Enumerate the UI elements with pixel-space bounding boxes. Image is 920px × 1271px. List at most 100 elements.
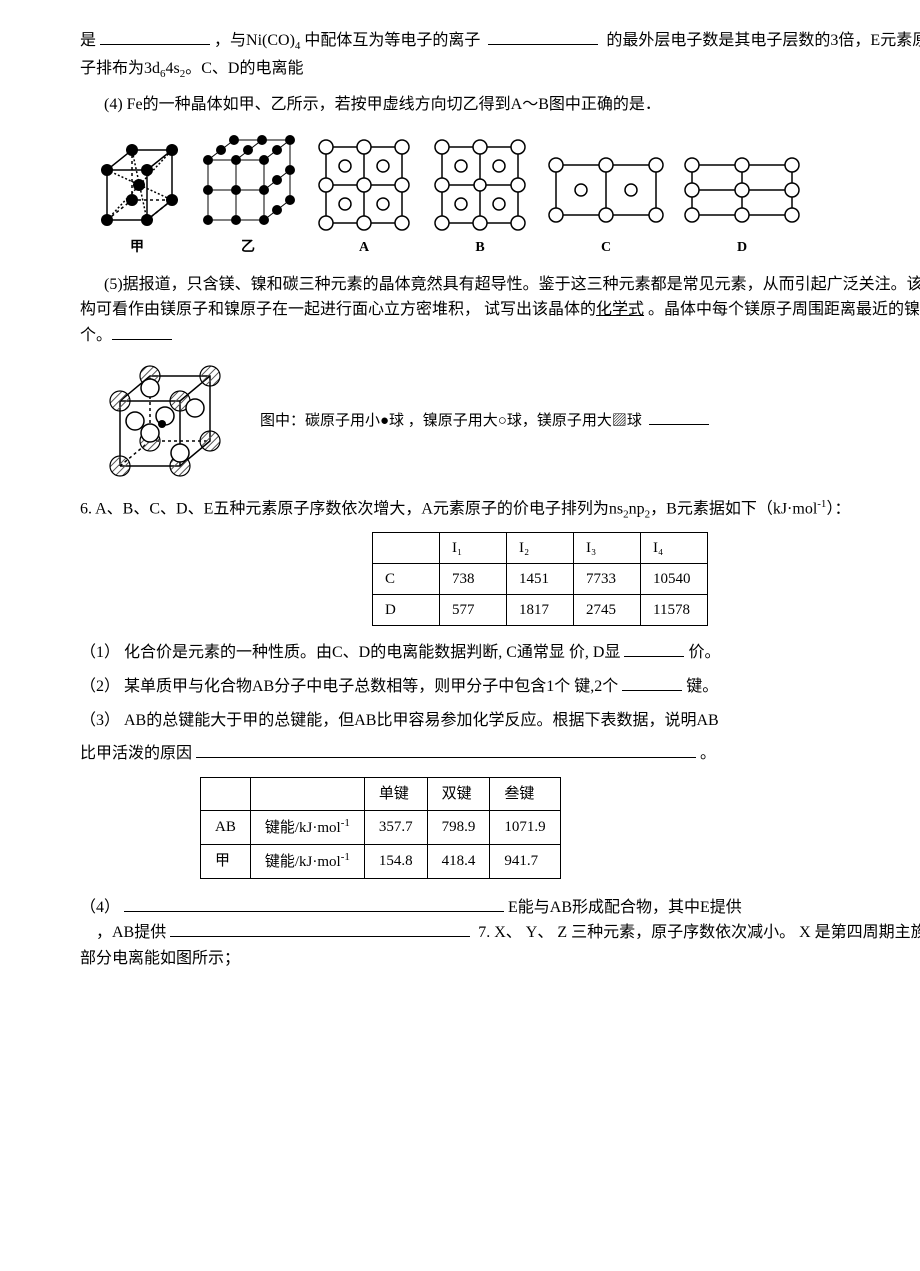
fig-label: C [601, 237, 611, 259]
fig-label: D [737, 237, 747, 259]
text: （1） 化合价是元素的一种性质。由C、D的电离能数据判断, C通常显 价, D显 [80, 644, 620, 661]
crystal-figures-row: 甲 乙 [92, 125, 920, 259]
empty-cell [250, 777, 364, 810]
q6-2: （2） 某单质甲与化合物AB分子中电子总数相等，则甲分子中包含1个 键,2个 键… [80, 674, 920, 700]
blank [649, 409, 709, 425]
sup: -1 [341, 851, 350, 863]
cell: 798.9 [427, 810, 490, 844]
cell: 418.4 [427, 844, 490, 878]
q5-text: (5)据报道，只含镁、镍和碳三种元素的晶体竟然具有超导性。鉴于这三种元素都是常见… [80, 272, 920, 349]
q6-3: （3） AB的总键能大于甲的总键能，但AB比甲容易参加化学反应。根据下表数据，说… [80, 708, 920, 734]
table-row: 甲 键能/kJ·mol-1 154.8 418.4 941.7 [201, 844, 561, 878]
text: E能与AB形成配合物，其中E提供 [508, 899, 742, 916]
cube-jia-icon [92, 135, 182, 235]
th: I₂ [507, 533, 574, 564]
q6-1: （1） 化合价是元素的一种性质。由C、D的电离能数据判断, C通常显 价, D显… [80, 640, 920, 666]
fig-jia: 甲 [92, 135, 182, 259]
sub: 4 [295, 40, 301, 52]
cell: 1071.9 [490, 810, 560, 844]
blank [622, 674, 682, 691]
fig-label: 甲 [130, 237, 144, 259]
blank [488, 28, 598, 45]
q6-3b: 比甲活泼的原因 。 [80, 741, 920, 767]
fig-C: C [546, 145, 666, 259]
text: 。 [700, 745, 716, 762]
fig-label: B [475, 237, 484, 259]
cell: 键能/kJ·mol-1 [250, 810, 364, 844]
table-row: D 577 1817 2745 11578 [373, 595, 708, 626]
unit-cell-note: 图中：碳原子用小●球 ，镍原子用大○球，镁原子用大▨球 [260, 409, 709, 433]
text: （4） [80, 899, 120, 916]
fig-label: A [359, 237, 369, 259]
slice-A-icon [314, 135, 414, 235]
slice-C-icon [546, 145, 666, 235]
text: 试写出该晶体的 [484, 301, 596, 318]
cell: 10540 [641, 564, 708, 595]
th: I₃ [574, 533, 641, 564]
fig-label: 乙 [241, 237, 255, 259]
fig-yi: 乙 [198, 125, 298, 259]
cell: 357.7 [364, 810, 427, 844]
cell: AB [201, 810, 251, 844]
text: ，B元素据如下（kJ·mol [650, 501, 817, 518]
unit: 键能/kJ·mol [265, 854, 341, 870]
blank [124, 895, 504, 912]
cell: 1817 [507, 595, 574, 626]
text: 。C、D的电离能 [185, 60, 303, 77]
th: I₁ [440, 533, 507, 564]
ionization-table: I₁ I₂ I₃ I₄ C 738 1451 7733 10540 D 577 … [372, 532, 708, 626]
cell: D [373, 595, 440, 626]
table-row: C 738 1451 7733 10540 [373, 564, 708, 595]
slice-D-icon [682, 145, 802, 235]
table-row: I₁ I₂ I₃ I₄ [373, 533, 708, 564]
th: 叁键 [490, 777, 560, 810]
sup: -1 [341, 817, 350, 829]
text: 4s [166, 60, 180, 77]
fig-A: A [314, 135, 414, 259]
text: 图中：碳原子用小●球 ，镍原子用大○球，镁原子用大▨球 [260, 413, 642, 429]
text: 6. A、B、C、D、E五种元素原子序数依次增大，A元素原子的价电子排列为ns [80, 501, 623, 518]
th: 双键 [427, 777, 490, 810]
cube-yi-icon [198, 125, 298, 235]
q4-text: (4) Fe的一种晶体如甲、乙所示，若按甲虚线方向切乙得到A～B图中正确的是． [80, 92, 920, 118]
intro-paragraph: 是 ，与Ni(CO)4 中配体互为等电子的离子 的最外层电子数是其电子层数的3倍… [80, 28, 920, 84]
text: 中配体互为等电子的离子 [304, 32, 480, 49]
blank [100, 28, 210, 45]
q6-head: 6. A、B、C、D、E五种元素原子序数依次增大，A元素原子的价电子排列为ns2… [80, 496, 920, 524]
th [373, 533, 440, 564]
text: 是 [80, 32, 96, 49]
cell: 甲 [201, 844, 251, 878]
table-row: AB 键能/kJ·mol-1 357.7 798.9 1071.9 [201, 810, 561, 844]
empty-cell [201, 777, 251, 810]
fig-D: D [682, 145, 802, 259]
cell: 2745 [574, 595, 641, 626]
blank [170, 920, 470, 937]
slice-B-icon [430, 135, 530, 235]
unit-cell-icon [100, 356, 230, 486]
text: np [629, 501, 645, 518]
text: ，AB提供 [96, 924, 166, 941]
text: （3） AB的总键能大于甲的总键能，但AB比甲容易参加化学反应。根据下表数据，说… [80, 712, 719, 729]
blank [196, 741, 696, 758]
text: 价。 [688, 644, 720, 661]
bond-energy-table: 单键 双键 叁键 AB 键能/kJ·mol-1 357.7 798.9 1071… [200, 777, 561, 879]
cell: 11578 [641, 595, 708, 626]
blank [112, 323, 172, 340]
cell: 键能/kJ·mol-1 [250, 844, 364, 878]
table-row: 单键 双键 叁键 [201, 777, 561, 810]
unit-cell-row: 图中：碳原子用小●球 ，镍原子用大○球，镁原子用大▨球 [100, 356, 920, 486]
cell: 738 [440, 564, 507, 595]
carbon-atom [158, 420, 166, 428]
text: 比甲活泼的原因 [80, 745, 192, 762]
cell: 941.7 [490, 844, 560, 878]
text: 键。 [686, 678, 718, 695]
cell: C [373, 564, 440, 595]
th: 单键 [364, 777, 427, 810]
text: （2） 某单质甲与化合物AB分子中电子总数相等，则甲分子中包含1个 键,2个 [80, 678, 618, 695]
fig-B: B [430, 135, 530, 259]
cell: 1451 [507, 564, 574, 595]
cell: 7733 [574, 564, 641, 595]
q6-4: （4） E能与AB形成配合物，其中E提供 ，AB提供 7. X、 Y、 Z 三种… [80, 895, 920, 972]
underline: 化学式 [596, 301, 644, 318]
blank [624, 640, 684, 657]
